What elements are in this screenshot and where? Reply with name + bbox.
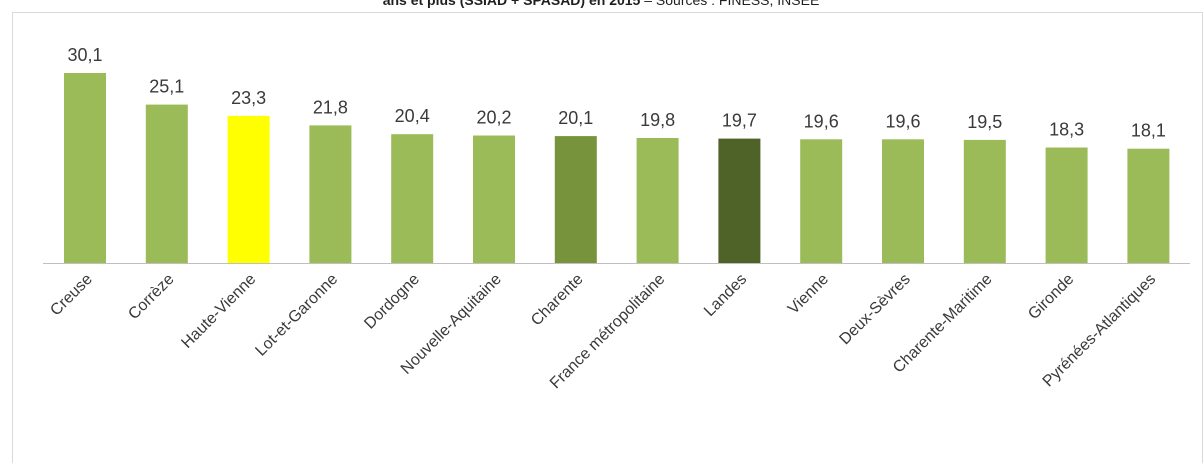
bar-dordogne xyxy=(391,134,434,263)
value-label-landes: 19,7 xyxy=(722,111,757,131)
bar-charente xyxy=(554,136,597,263)
category-label-creuse: Creuse xyxy=(47,271,96,320)
value-label-lot-et-garonne: 21,8 xyxy=(313,97,348,117)
category-label-deux-sevres: Deux-Sèvres xyxy=(836,271,913,348)
bar-deux-sevres xyxy=(882,139,924,263)
value-label-creuse: 30,1 xyxy=(67,45,102,65)
value-label-pyrenees-atlantiques: 18,1 xyxy=(1131,121,1166,141)
bar-vienne xyxy=(800,139,843,263)
bar-landes xyxy=(718,138,761,263)
category-label-haute-vienne: Haute-Vienne xyxy=(178,271,259,352)
chart-title-source: – Sources : FINESS, INSEE xyxy=(640,0,819,8)
bar-creuse xyxy=(64,73,106,263)
value-label-vienne: 19,6 xyxy=(804,111,839,131)
chart-title-main: ans et plus (SSIAD + SPASAD) en 2015 xyxy=(383,0,641,8)
bars-group xyxy=(64,73,1170,264)
bar-nouvelle-aquitaine xyxy=(473,135,515,263)
value-label-correze: 25,1 xyxy=(149,77,184,97)
value-label-haute-vienne: 23,3 xyxy=(231,88,266,108)
bar-lot-et-garonne xyxy=(309,125,352,264)
value-label-nouvelle-aquitaine: 20,2 xyxy=(476,108,511,128)
bar-haute-vienne xyxy=(227,115,270,264)
chart-border xyxy=(12,12,1203,463)
category-label-correze: Corrèze xyxy=(125,271,177,323)
bar-charente-maritime xyxy=(963,139,1006,263)
bar-gironde xyxy=(1045,147,1088,263)
value-label-gironde: 18,3 xyxy=(1049,120,1084,140)
category-label-gironde: Gironde xyxy=(1025,271,1077,323)
value-label-charente: 20,1 xyxy=(558,108,593,128)
category-label-vienne: Vienne xyxy=(785,271,832,318)
value-labels-group: 30,1 25,1 23,3 21,8 20,4 20,2 20,1 19,8 19,7 19,6… xyxy=(67,45,1165,141)
value-label-france-metropolitaine: 19,8 xyxy=(640,110,675,130)
category-label-dordogne: Dordogne xyxy=(361,271,423,333)
category-label-landes: Landes xyxy=(701,271,750,320)
category-label-lot-et-garonne: Lot-et-Garonne xyxy=(252,271,341,360)
value-label-charente-maritime: 19,5 xyxy=(967,112,1002,132)
bar-france-metropolitaine xyxy=(636,138,679,263)
bar-correze xyxy=(145,104,188,263)
category-label-charente: Charente xyxy=(528,271,587,330)
chart-title: ans et plus (SSIAD + SPASAD) en 2015 – S… xyxy=(383,0,820,8)
value-label-deux-sevres: 19,6 xyxy=(885,111,920,131)
bar-pyrenees-atlantiques xyxy=(1127,148,1170,263)
value-label-dordogne: 20,4 xyxy=(395,106,430,126)
